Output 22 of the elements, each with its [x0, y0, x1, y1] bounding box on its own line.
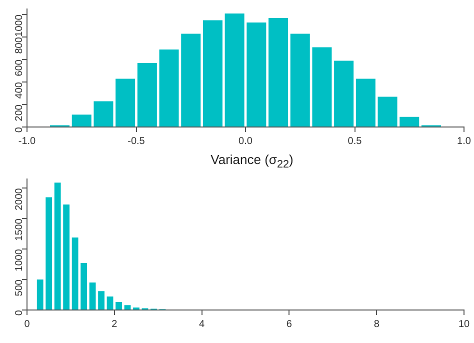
- x-tick-label: 4: [199, 318, 206, 330]
- x-tick-label: 6: [286, 318, 292, 330]
- y-tick-label: 2000: [14, 188, 25, 210]
- y-tick-label: 1500: [14, 218, 25, 241]
- y-tick-label: 200: [14, 104, 25, 122]
- y-tick-label: 800: [14, 36, 25, 54]
- y-tick-label: 1000: [14, 248, 25, 272]
- y-tick-label: 600: [14, 59, 25, 76]
- y-tick-label: 0: [14, 310, 25, 316]
- x-tick-label: 1.0: [457, 136, 472, 147]
- x-tick-label: -1.0: [18, 136, 36, 147]
- x-tick-label: -0.5: [128, 136, 146, 147]
- y-tick-label: 500: [14, 279, 25, 296]
- x-tick-label: 8: [374, 318, 380, 330]
- y-tick-label: 400: [14, 82, 25, 99]
- x-tick-label: 2: [112, 318, 118, 330]
- y-tick-label: 1000: [14, 14, 25, 37]
- x-tick-label: 0.5: [348, 136, 362, 147]
- y-tick-label: 0: [14, 126, 25, 133]
- chart-title: Variance (σ$_{22}$): [210, 151, 294, 171]
- x-tick-label: 0.0: [238, 136, 253, 147]
- x-tick-label: 10: [458, 318, 470, 330]
